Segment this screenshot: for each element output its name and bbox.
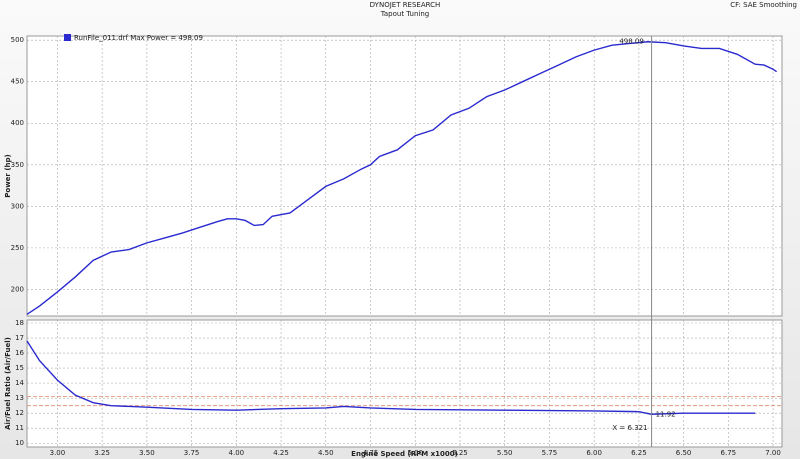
x-tick-label: 5.25 — [452, 449, 468, 457]
y-axis-label: Air/Fuel Ratio (Air/Fuel) — [4, 337, 12, 430]
x-tick-label: 6.00 — [586, 449, 602, 457]
y-axis-label: Power (hp) — [4, 154, 12, 197]
y-tick-label: 450 — [11, 78, 24, 86]
x-tick-label: 3.25 — [94, 449, 110, 457]
x-tick-label: 4.75 — [363, 449, 379, 457]
y-tick-label: 300 — [11, 202, 24, 210]
y-tick-label: 17 — [15, 334, 24, 342]
x-tick-label: 7.00 — [765, 449, 781, 457]
x-tick-label: 6.50 — [676, 449, 692, 457]
legend-swatch — [64, 34, 71, 41]
x-tick-label: 5.75 — [542, 449, 558, 457]
x-axis-label: Engine Speed (RPM x1000) — [351, 450, 458, 458]
y-tick-label: 400 — [11, 119, 24, 127]
x-tick-label: 6.25 — [631, 449, 647, 457]
settings: CF: SAE Smoothing — [730, 1, 797, 9]
y-tick-label: 14 — [15, 379, 24, 387]
y-tick-label: 200 — [11, 285, 24, 293]
y-tick-label: 12 — [15, 409, 24, 417]
afr-readout: 11.92 — [656, 410, 676, 418]
x-tick-label: 3.75 — [184, 449, 200, 457]
x-tick-label: 5.00 — [407, 449, 423, 457]
y-tick-label: 13 — [15, 394, 24, 402]
data-line — [26, 340, 756, 415]
cursor-label: X = 6.321 — [612, 424, 647, 432]
legend-label: RunFile_011.drf Max Power = 498.09 — [74, 34, 203, 42]
x-tick-label: 6.75 — [721, 449, 737, 457]
x-tick-label: 3.00 — [50, 449, 66, 457]
y-tick-label: 350 — [11, 161, 24, 169]
data-line — [26, 41, 778, 315]
title: DYNOJET RESEARCH — [370, 1, 441, 9]
x-tick-label: 4.25 — [273, 449, 289, 457]
y-tick-label: 18 — [15, 319, 24, 327]
x-tick-label: 4.00 — [229, 449, 245, 457]
plot-area — [26, 319, 783, 448]
x-tick-label: 5.50 — [497, 449, 513, 457]
y-tick-label: 11 — [15, 424, 24, 432]
peak-readout: 498.09 — [619, 38, 644, 46]
subtitle: Tapout Tuning — [380, 10, 429, 18]
y-tick-label: 250 — [11, 244, 24, 252]
y-tick-label: 16 — [15, 349, 24, 357]
y-tick-label: 500 — [11, 36, 24, 44]
plot-area — [26, 35, 783, 317]
y-tick-label: 10 — [15, 439, 24, 447]
x-tick-label: 3.50 — [139, 449, 155, 457]
x-tick-label: 4.50 — [318, 449, 334, 457]
y-tick-label: 15 — [15, 364, 24, 372]
